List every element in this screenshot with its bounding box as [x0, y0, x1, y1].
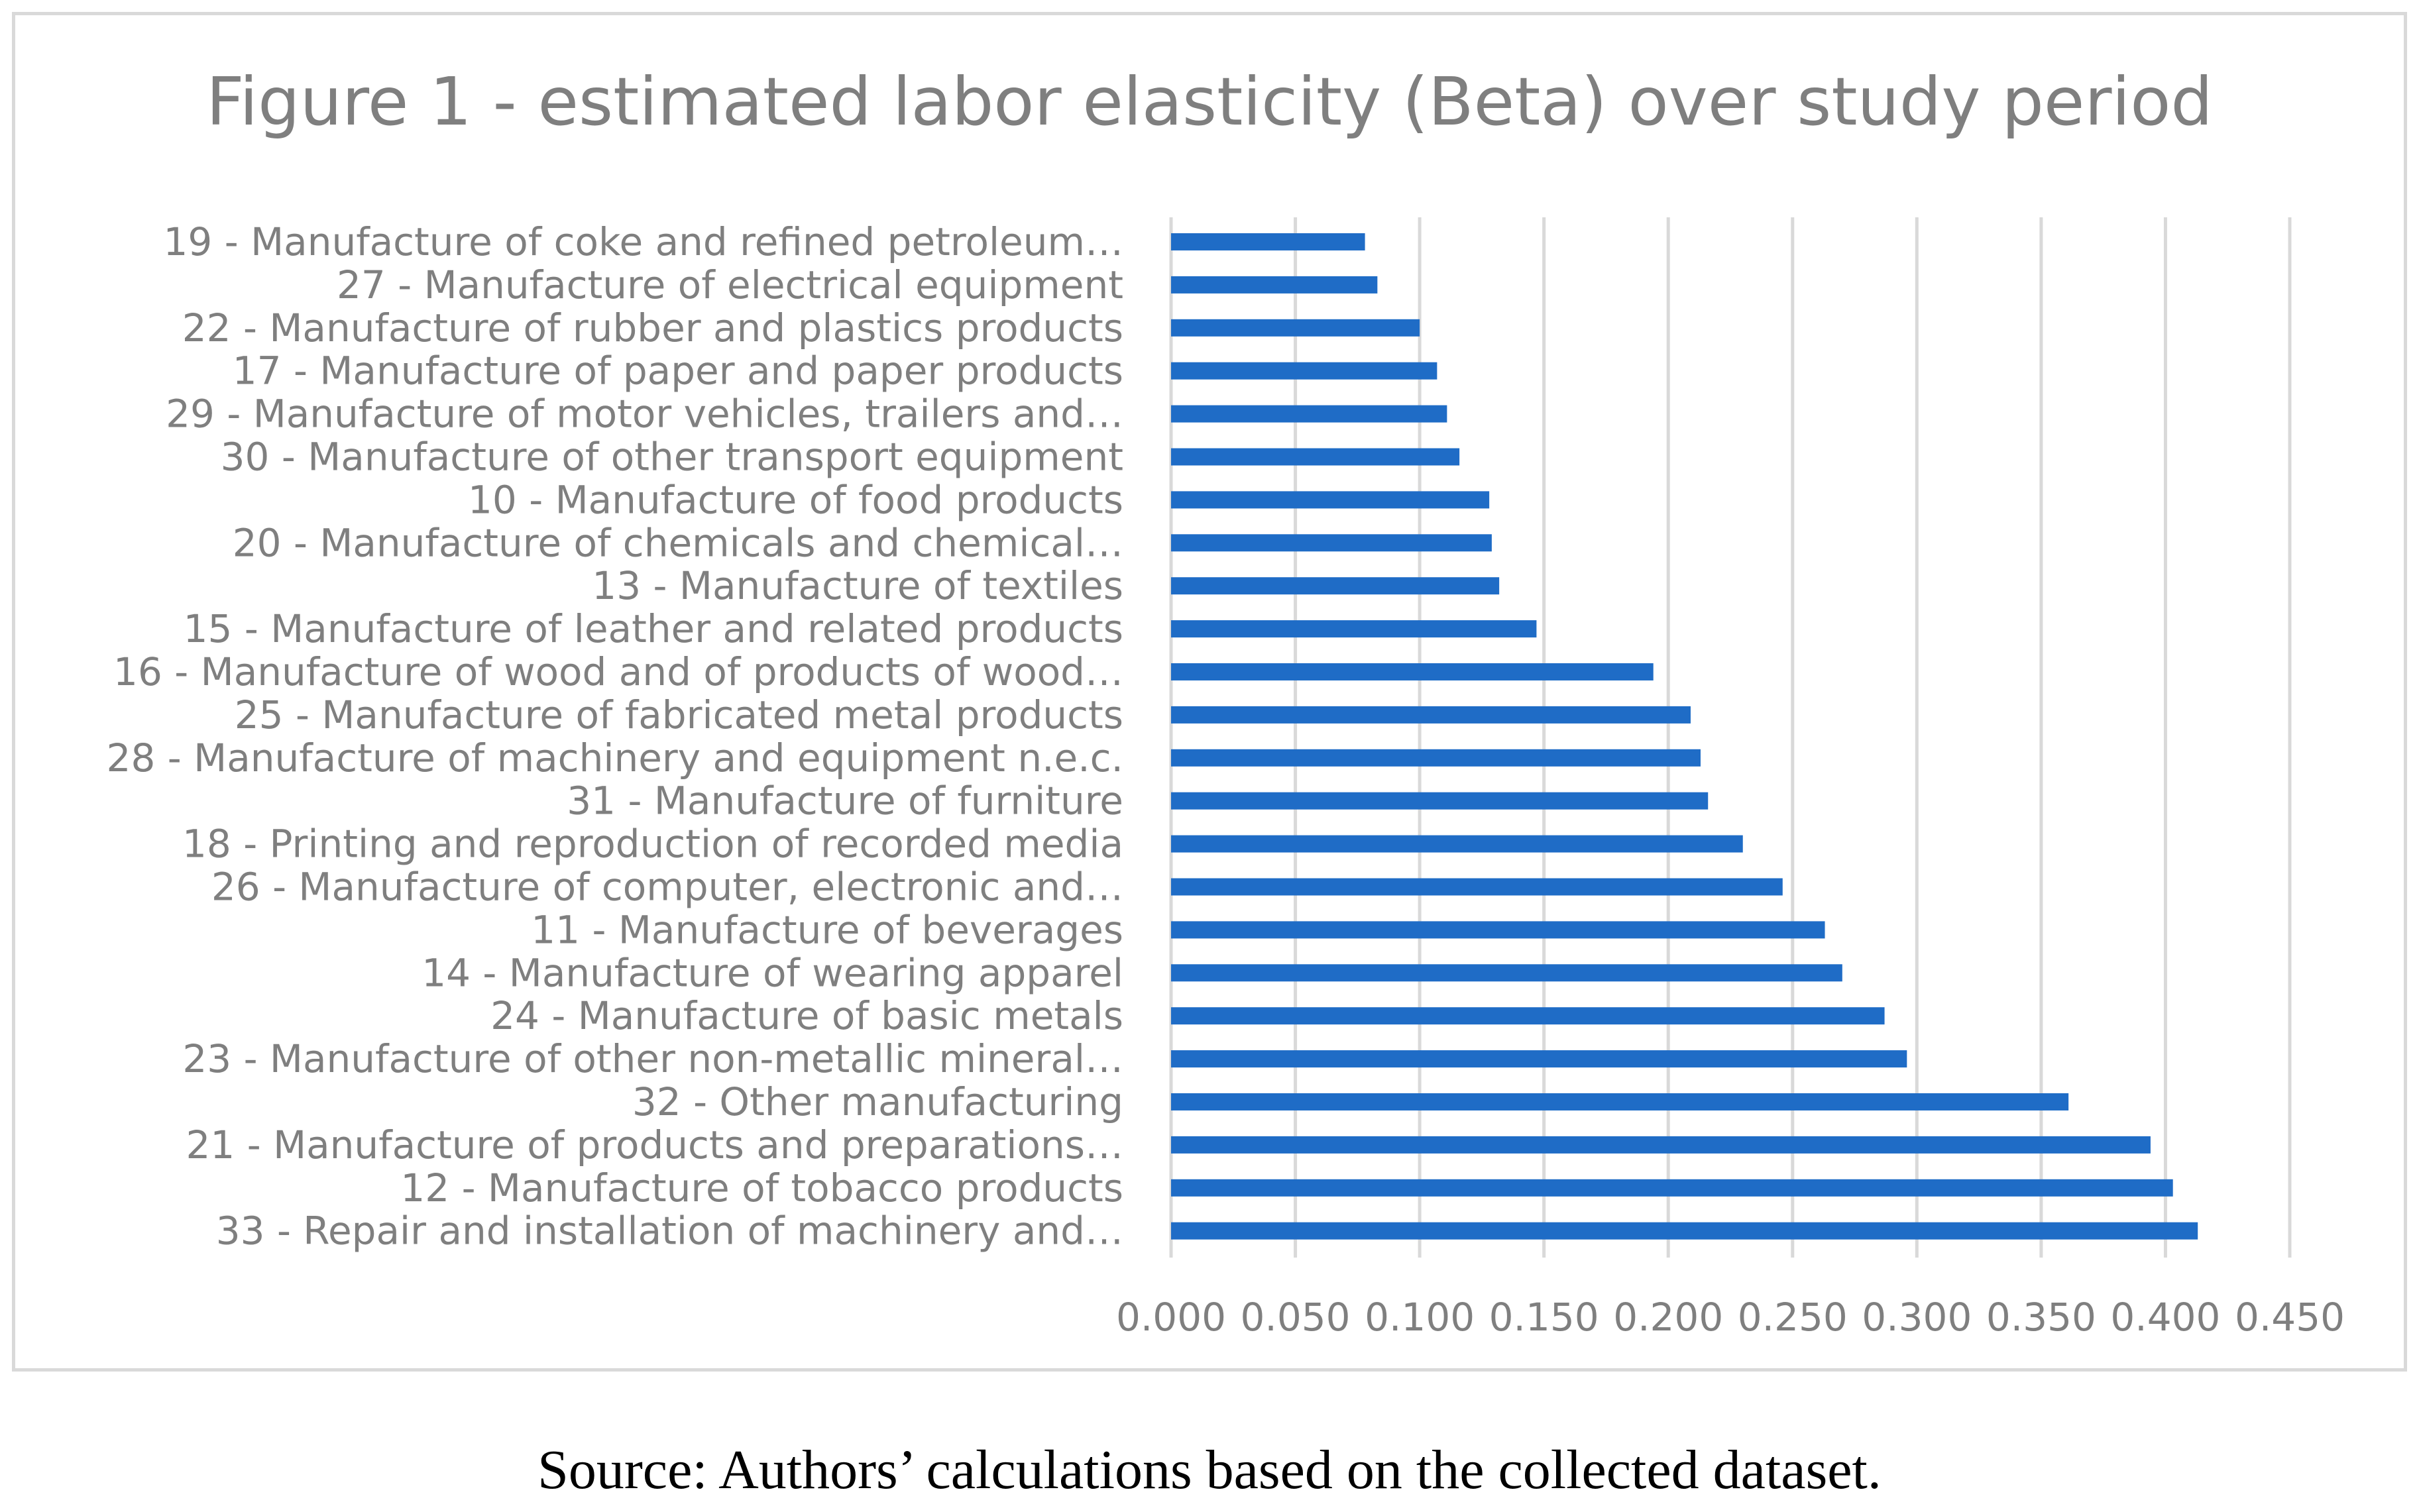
bar [1171, 233, 1365, 250]
x-tick-label: 0.400 [2110, 1295, 2220, 1340]
bars [1171, 233, 2198, 1240]
bar [1171, 878, 1783, 896]
bar [1171, 491, 1490, 509]
x-tick-label: 0.150 [1489, 1295, 1599, 1340]
category-label: 21 - Manufacture of products and prepara… [186, 1122, 1123, 1167]
category-label: 22 - Manufacture of rubber and plastics … [182, 305, 1123, 351]
bar [1171, 706, 1691, 724]
bar [1171, 1007, 1885, 1025]
bar [1171, 792, 1709, 810]
chart-plot: 19 - Manufacture of coke and refined pet… [107, 217, 2345, 1340]
category-label: 13 - Manufacture of textiles [592, 563, 1123, 608]
category-label: 30 - Manufacture of other transport equi… [221, 435, 1123, 480]
x-tick-label: 0.300 [1862, 1295, 1972, 1340]
bar [1171, 577, 1500, 595]
bar [1171, 620, 1537, 638]
category-labels: 19 - Manufacture of coke and refined pet… [107, 219, 1123, 1254]
category-label: 20 - Manufacture of chemicals and chemic… [233, 520, 1123, 565]
category-label: 10 - Manufacture of food products [468, 477, 1123, 522]
bar [1171, 964, 1842, 982]
gridlines [1169, 217, 2292, 1258]
source-note: Source: Authors’ calculations based on t… [537, 1439, 1882, 1501]
bar [1171, 448, 1460, 466]
chart-title: Figure 1 - estimated labor elasticity (B… [206, 63, 2213, 140]
category-label: 27 - Manufacture of electrical equipment [337, 262, 1123, 307]
bar [1171, 534, 1492, 552]
category-label: 26 - Manufacture of computer, electronic… [211, 865, 1123, 910]
bar [1171, 405, 1447, 423]
bar [1171, 835, 1743, 853]
category-label: 32 - Other manufacturing [632, 1079, 1123, 1124]
category-label: 24 - Manufacture of basic metals [490, 993, 1123, 1038]
x-tick-label: 0.450 [2235, 1295, 2345, 1340]
category-label: 17 - Manufacture of paper and paper prod… [233, 349, 1123, 394]
category-label: 16 - Manufacture of wood and of products… [113, 649, 1123, 694]
bar [1171, 1136, 2151, 1154]
category-label: 23 - Manufacture of other non-metallic m… [182, 1036, 1123, 1081]
bar [1171, 1050, 1907, 1068]
x-tick-label: 0.100 [1365, 1295, 1475, 1340]
x-tick-label: 0.050 [1241, 1295, 1351, 1340]
bar [1171, 663, 1654, 680]
category-label: 18 - Printing and reproduction of record… [182, 822, 1123, 867]
x-tick-label: 0.000 [1116, 1295, 1226, 1340]
category-label: 25 - Manufacture of fabricated metal pro… [235, 692, 1123, 737]
category-label: 14 - Manufacture of wearing apparel [422, 950, 1123, 995]
category-label: 11 - Manufacture of beverages [531, 907, 1123, 952]
x-tick-label: 0.200 [1613, 1295, 1723, 1340]
category-label: 29 - Manufacture of motor vehicles, trai… [166, 392, 1123, 437]
category-label: 31 - Manufacture of furniture [567, 779, 1123, 824]
bar [1171, 749, 1701, 767]
bar [1171, 921, 1825, 939]
bar [1171, 276, 1378, 294]
x-tick-label: 0.250 [1738, 1295, 1848, 1340]
category-label: 28 - Manufacture of machinery and equipm… [107, 735, 1123, 781]
category-label: 33 - Repair and installation of machiner… [216, 1209, 1123, 1254]
category-label: 12 - Manufacture of tobacco products [400, 1165, 1123, 1211]
bar [1171, 1179, 2173, 1197]
category-label: 15 - Manufacture of leather and related … [184, 606, 1123, 651]
bar [1171, 362, 1437, 380]
bar [1171, 319, 1420, 337]
bar [1171, 1093, 2069, 1110]
x-axis-ticks: 0.000 0.050 0.100 0.150 0.200 0.250 0.300 0.350… [1116, 1295, 2345, 1340]
x-tick-label: 0.350 [1986, 1295, 2096, 1340]
bar [1171, 1222, 2198, 1240]
category-label: 19 - Manufacture of coke and refined pet… [164, 219, 1124, 264]
